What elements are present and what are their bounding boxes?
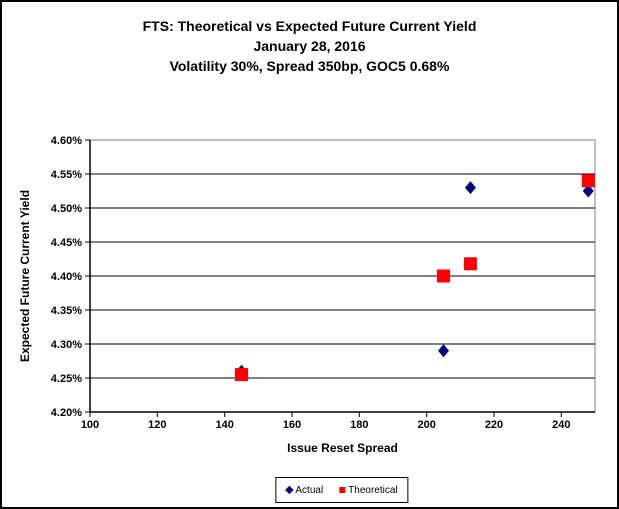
x-tick-label: 240 — [552, 419, 570, 431]
x-axis-title: Issue Reset Spread — [287, 441, 398, 455]
legend-box: Actual Theoretical — [275, 477, 409, 503]
data-point-theoretical — [463, 257, 477, 271]
y-tick-label: 4.25% — [51, 373, 82, 385]
y-tick-label: 4.50% — [51, 203, 82, 215]
data-point-actual — [582, 184, 594, 198]
chart-subtitle-params: Volatility 30%, Spread 350bp, GOC5 0.68% — [169, 58, 450, 74]
chart-subtitle-date: January 28, 2016 — [253, 38, 366, 54]
y-tick-label: 4.55% — [51, 169, 82, 181]
legend-item-theoretical: Theoretical — [339, 484, 398, 496]
actual-diamond-icon — [285, 485, 294, 495]
x-tick-label: 220 — [485, 419, 503, 431]
y-tick-label: 4.60% — [51, 135, 82, 147]
theoretical-square-icon — [339, 487, 346, 493]
data-point-theoretical — [437, 269, 450, 283]
y-tick-label: 4.45% — [51, 237, 82, 249]
x-tick-label: 100 — [81, 419, 99, 431]
data-point-theoretical — [581, 174, 595, 188]
y-tick-label: 4.20% — [51, 407, 82, 419]
x-tick-label: 180 — [350, 419, 368, 431]
chart-title-block: FTS: Theoretical vs Expected Future Curr… — [2, 16, 617, 76]
x-tick-label: 120 — [148, 419, 166, 431]
y-tick-label: 4.30% — [51, 339, 82, 351]
chart-title: FTS: Theoretical vs Expected Future Curr… — [142, 18, 477, 34]
data-point-actual — [464, 181, 476, 195]
data-point-theoretical — [235, 368, 248, 382]
x-tick-label: 140 — [215, 419, 233, 431]
x-tick-label: 160 — [283, 419, 301, 431]
y-tick-label: 4.35% — [51, 305, 82, 317]
legend-item-actual: Actual — [285, 484, 324, 496]
y-tick-label: 4.40% — [51, 271, 82, 283]
legend-label-actual: Actual — [295, 484, 324, 496]
x-tick-label: 200 — [417, 419, 435, 431]
y-axis-title: Expected Future Current Yield — [18, 190, 32, 362]
data-point-actual — [438, 344, 449, 358]
legend-label-theoretical: Theoretical — [348, 484, 398, 496]
